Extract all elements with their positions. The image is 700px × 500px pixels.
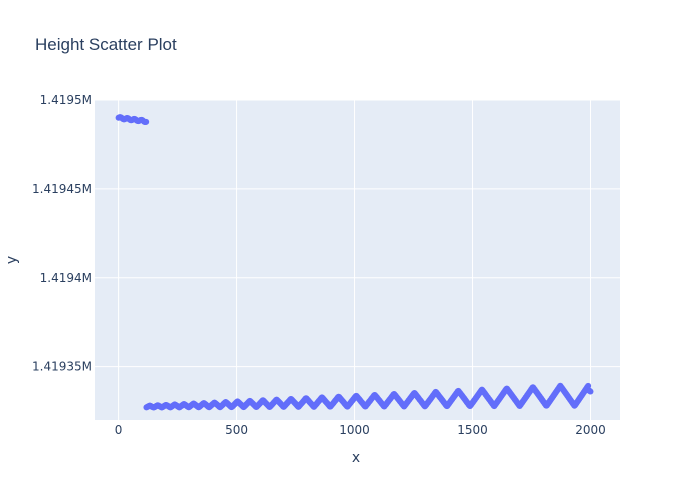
data-point[interactable] [587, 388, 594, 395]
y-tick-label: 1.41935M [32, 360, 92, 374]
x-axis-ticks: 0 500 1000 1500 2000 [115, 423, 606, 437]
y-tick-label: 1.41945M [32, 182, 92, 196]
x-tick-label: 1000 [339, 423, 370, 437]
x-tick-label: 0 [115, 423, 123, 437]
y-tick-label: 1.4195M [40, 93, 92, 107]
x-tick-label: 2000 [575, 423, 606, 437]
y-axis-title: y [4, 256, 20, 264]
data-points[interactable] [115, 114, 594, 411]
chart-title: Height Scatter Plot [35, 35, 177, 54]
y-axis-ticks: 1.41935M 1.4194M 1.41945M 1.4195M [32, 93, 92, 374]
x-tick-label: 1500 [457, 423, 488, 437]
y-tick-label: 1.4194M [40, 271, 92, 285]
plot-area[interactable] [95, 100, 620, 420]
x-axis-title: x [352, 450, 360, 466]
data-point[interactable] [143, 118, 150, 125]
grid-lines [95, 99, 620, 420]
x-tick-label: 500 [225, 423, 248, 437]
